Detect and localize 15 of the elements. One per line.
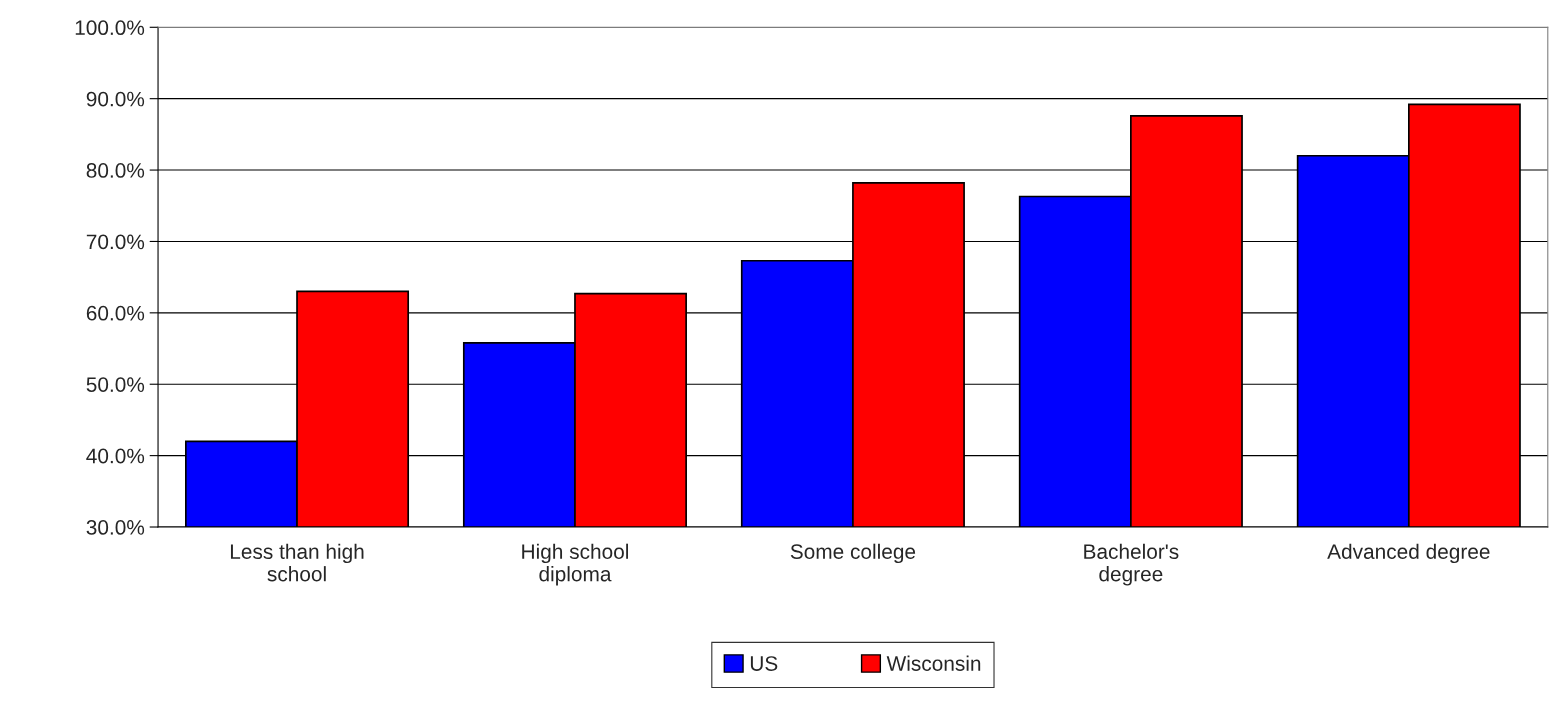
x-tick-label: Less than high school <box>230 543 364 582</box>
x-tick-label: High school diploma <box>522 543 628 586</box>
legend-label: US <box>750 656 778 671</box>
x-tick-label: Bachelor's degree <box>1084 543 1179 586</box>
legend-label: Wisconsin <box>886 655 981 671</box>
y-tick-label: 70.0% <box>86 234 145 250</box>
x-tick-label: Some college <box>790 543 916 564</box>
x-tick-label: Advanced degree <box>1327 543 1490 564</box>
y-tick-label: 50.0% <box>86 377 145 392</box>
y-tick-label: 100.0% <box>75 20 145 36</box>
y-tick-label: 80.0% <box>86 163 145 178</box>
y-tick-label: 30.0% <box>86 520 145 535</box>
y-tick-label: 90.0% <box>86 91 145 107</box>
y-tick-label: 40.0% <box>86 448 145 464</box>
y-tick-label: 60.0% <box>86 305 145 321</box>
